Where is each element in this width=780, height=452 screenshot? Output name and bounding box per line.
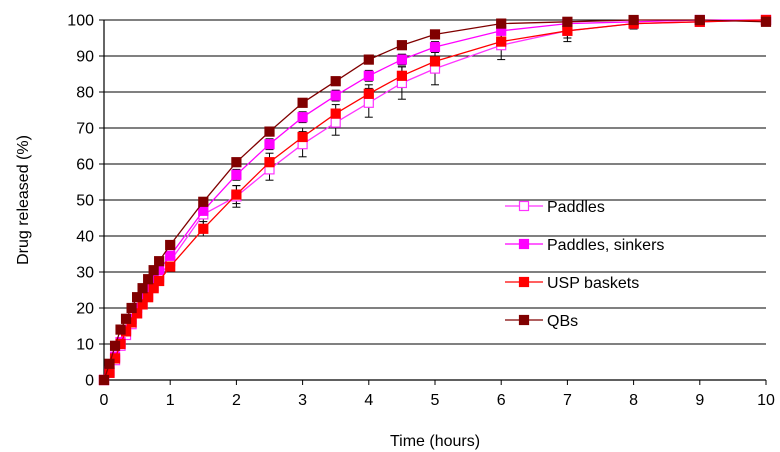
data-point [132, 308, 143, 319]
y-tick-labels: 0 10 20 30 40 50 60 70 80 90 100 [67, 13, 104, 390]
y-tick-label: 40 [76, 229, 94, 246]
data-point [154, 275, 165, 287]
data-point [137, 283, 148, 294]
data-point [165, 239, 176, 251]
data-point [429, 41, 441, 53]
y-tick-label: 50 [76, 193, 94, 210]
data-point [628, 14, 639, 26]
data-point [363, 54, 374, 65]
x-tick-label: 5 [431, 392, 440, 409]
y-tick-label: 10 [76, 337, 94, 354]
data-point [330, 90, 341, 101]
data-point [363, 97, 374, 108]
data-point [165, 261, 176, 272]
data-point [496, 36, 507, 47]
data-point [198, 196, 209, 207]
data-point [231, 189, 242, 200]
y-axis-title: Drug released (%) [15, 135, 32, 265]
x-tick-label: 9 [695, 392, 704, 409]
data-point [154, 256, 165, 267]
data-point [148, 283, 159, 294]
data-point [137, 299, 148, 310]
x-tick-label: 6 [497, 392, 506, 409]
data-point [104, 358, 115, 369]
data-point [98, 374, 110, 386]
x-tick-label: 10 [757, 392, 775, 409]
data-point [264, 157, 275, 168]
x-tick-label: 8 [629, 392, 638, 409]
x-tick-labels: 0 1 2 3 4 5 6 7 8 9 10 [100, 380, 775, 409]
legend-label: USP baskets [547, 275, 639, 292]
data-point [330, 76, 341, 87]
data-point [297, 97, 308, 108]
data-point [429, 56, 441, 67]
y-tick-label: 90 [76, 49, 94, 66]
x-tick-label: 3 [298, 392, 307, 409]
legend-swatch-marker [518, 276, 530, 288]
legend-label: Paddles [547, 199, 605, 216]
data-point [562, 25, 573, 36]
series [98, 14, 772, 386]
legend-item: Paddles [505, 199, 605, 216]
data-point [363, 88, 374, 99]
data-point [396, 40, 407, 51]
data-point [330, 117, 341, 128]
data-point [198, 205, 209, 216]
series-group [98, 14, 772, 386]
data-point [264, 126, 275, 137]
data-point [330, 108, 341, 119]
data-point [120, 313, 132, 324]
legend-item: QBs [505, 313, 578, 330]
legend-swatch-marker [518, 314, 530, 326]
data-point [297, 112, 308, 123]
data-point [496, 18, 507, 29]
data-point [760, 16, 772, 27]
data-point [198, 223, 209, 234]
x-tick-label: 4 [364, 392, 373, 409]
data-point [231, 169, 242, 180]
legend-item: Paddles, sinkers [505, 237, 664, 254]
legend-label: Paddles, sinkers [547, 237, 664, 254]
data-point [115, 324, 126, 335]
data-point [694, 14, 705, 26]
y-tick-label: 70 [76, 121, 94, 138]
data-point [264, 139, 275, 150]
y-tick-label: 30 [76, 265, 94, 282]
y-tick-label: 0 [85, 373, 94, 390]
data-point [132, 292, 143, 303]
legend: Paddles Paddles, sinkers USP baskets QBs [505, 199, 664, 330]
legend-swatch-marker [518, 200, 530, 212]
data-point [109, 340, 121, 351]
data-point [165, 250, 176, 261]
x-tick-label: 0 [100, 392, 109, 409]
data-point [429, 29, 441, 40]
y-tick-label: 20 [76, 301, 94, 318]
legend-label: QBs [547, 313, 578, 330]
data-point [143, 274, 154, 285]
y-tick-label: 60 [76, 157, 94, 174]
data-point [148, 265, 159, 276]
x-tick-label: 7 [563, 392, 572, 409]
legend-swatch-marker [518, 238, 530, 250]
x-tick-label: 2 [232, 392, 241, 409]
data-point [562, 16, 573, 27]
y-tick-label: 80 [76, 85, 94, 102]
data-point [126, 302, 137, 314]
data-point [231, 157, 242, 168]
x-tick-label: 1 [166, 392, 175, 409]
data-point [363, 70, 374, 81]
legend-item: USP baskets [505, 275, 639, 292]
data-point [396, 54, 407, 65]
x-axis-title: Time (hours) [390, 433, 480, 450]
data-point [396, 70, 407, 81]
y-tick-label: 100 [67, 13, 94, 30]
data-point [143, 292, 154, 303]
data-point [297, 131, 308, 143]
